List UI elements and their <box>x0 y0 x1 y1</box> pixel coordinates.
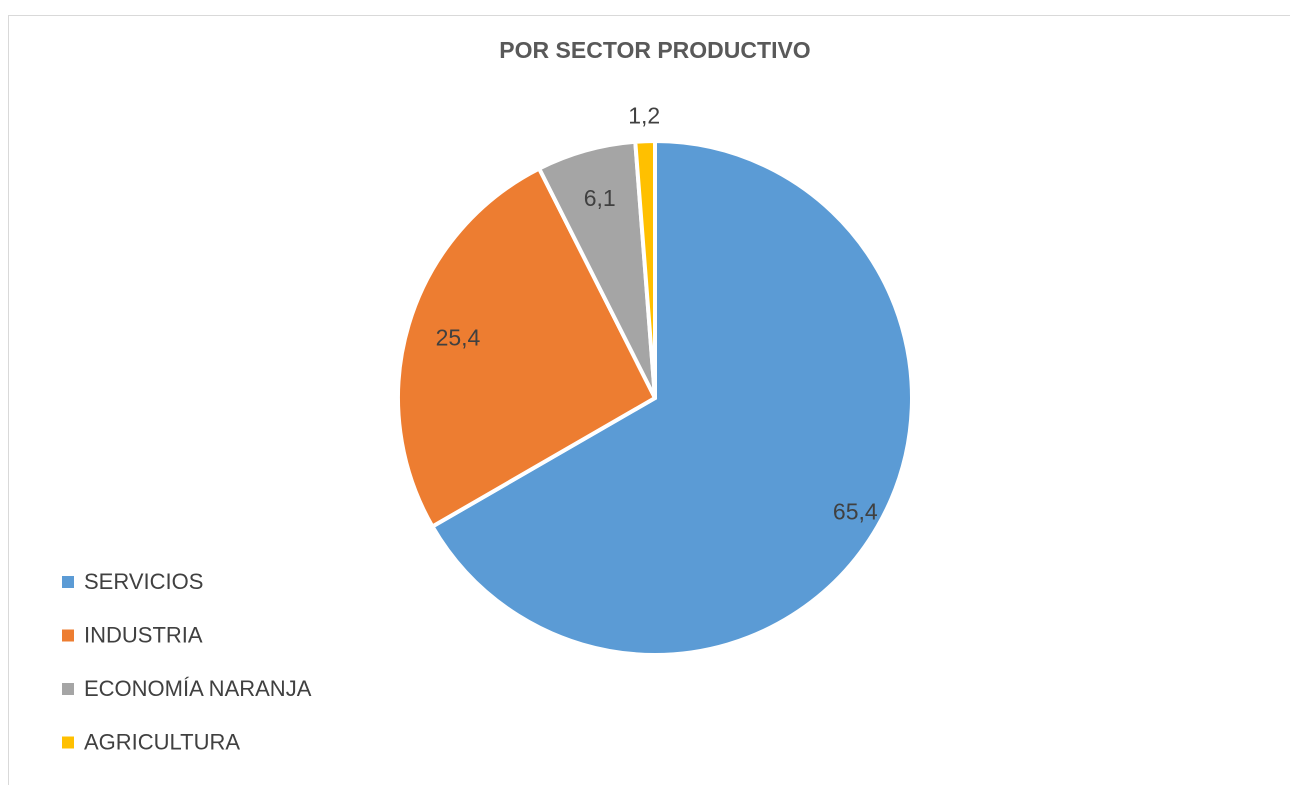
data-label: 65,4 <box>833 499 878 525</box>
legend-swatch <box>62 576 74 588</box>
pie-slice <box>430 139 914 657</box>
pie-slice <box>633 139 657 400</box>
chart-title: POR SECTOR PRODUCTIVO <box>499 37 810 63</box>
legend-label: AGRICULTURA <box>84 729 240 754</box>
data-label: 1,2 <box>628 102 660 128</box>
pie-slice <box>396 166 657 529</box>
legend-swatch <box>62 629 74 642</box>
data-label: 6,1 <box>584 185 616 211</box>
legend-label: SERVICIOS <box>84 569 203 594</box>
legend-label: ECONOMÍA NARANJA <box>84 676 312 701</box>
legend-swatch <box>62 683 74 695</box>
data-label: 25,4 <box>436 324 481 350</box>
legend-label: INDUSTRIA <box>84 622 203 647</box>
legend-swatch <box>62 736 74 749</box>
